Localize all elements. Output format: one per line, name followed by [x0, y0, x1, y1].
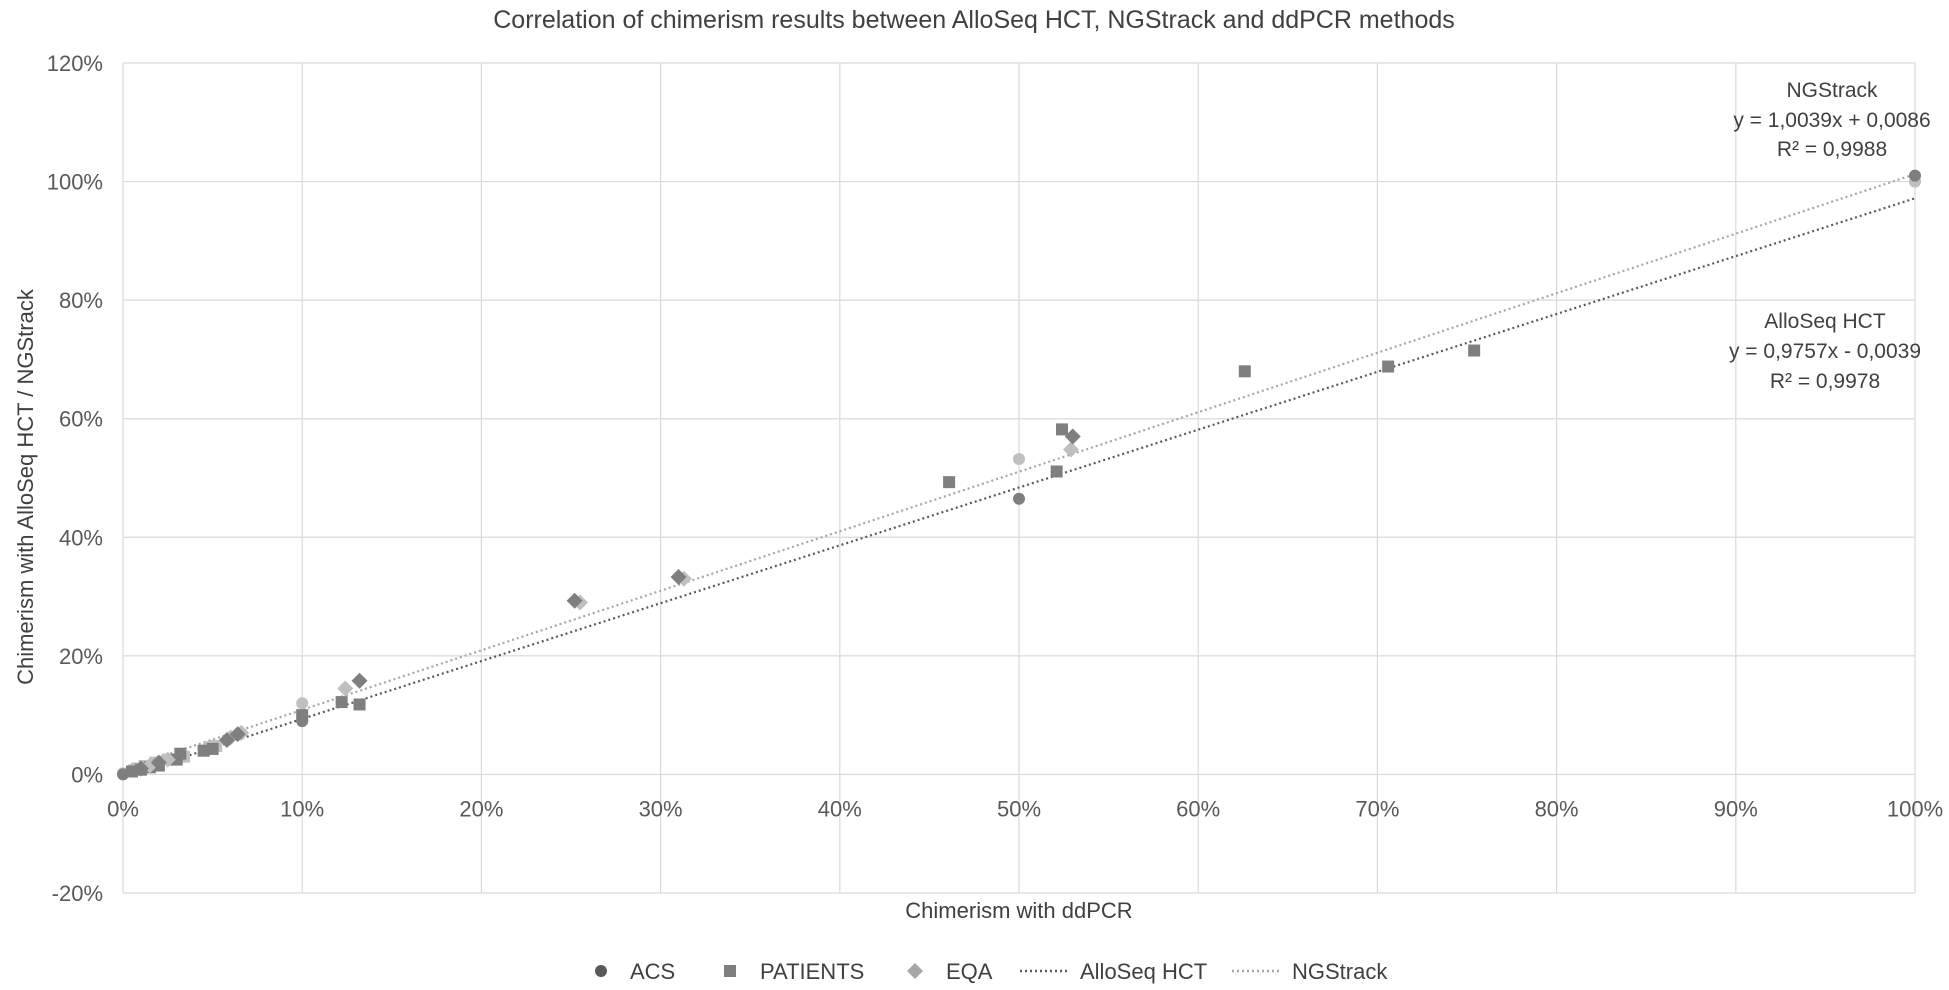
legend-item-ngstrack[interactable]: NGStrack [1232, 959, 1388, 984]
eqa-alloseq-point [132, 760, 149, 777]
y-tick-label: 80% [59, 288, 103, 313]
x-tick-label: 20% [459, 796, 503, 821]
legend-item-acs[interactable]: ACS [595, 959, 675, 984]
ngstrack-trendline-name: NGStrack [1786, 79, 1878, 102]
x-tick-label: 30% [639, 796, 683, 821]
trendlines [122, 173, 1916, 778]
acs-alloseq-point [1013, 492, 1025, 505]
x-tick-label: 70% [1355, 796, 1399, 821]
alloseq-trendline-equation: y = 0,9757x - 0,0039 [1729, 340, 1921, 363]
alloseq-trendline-annotation: AlloSeq HCT y = 0,9757x - 0,0039 R² = 0,… [1729, 310, 1921, 393]
patients-alloseq-point [1238, 365, 1251, 378]
legend-acs-circle-marker [595, 965, 607, 977]
x-tick-label: 40% [818, 796, 862, 821]
acs-ngstrack-point [1013, 453, 1025, 466]
x-axis-tick-labels: 0% 10% 20% 30% 40% 50% 60% 70% 80% 90% 100% [107, 796, 1943, 821]
x-tick-label: 80% [1535, 796, 1579, 821]
chart-title: Correlation of chimerism results between… [493, 6, 1455, 34]
acs-ngstrack-point [296, 697, 309, 710]
y-tick-label: 0% [71, 762, 103, 787]
eqa-alloseq-point [566, 592, 583, 609]
eqa-alloseq-point [1064, 428, 1081, 445]
eqa-alloseq-point [218, 732, 235, 749]
y-tick-label: 100% [47, 170, 103, 195]
y-tick-label: 20% [59, 644, 103, 669]
patients-alloseq-point [943, 476, 956, 489]
alloseq-trendline-r2: R² = 0,9978 [1770, 370, 1880, 393]
patients-alloseq-point [206, 742, 219, 755]
legend-ngstrack-label: NGStrack [1292, 959, 1388, 984]
patients-alloseq-point [1468, 344, 1481, 357]
legend-acs-label: ACS [630, 959, 675, 984]
y-tick-label: -20% [52, 881, 103, 906]
x-tick-label: 90% [1714, 796, 1758, 821]
x-axis-title: Chimerism with ddPCR [905, 898, 1132, 923]
x-tick-label: 10% [280, 796, 324, 821]
legend-eqa-label: EQA [946, 959, 993, 984]
vertical-gridlines [122, 63, 1916, 893]
x-tick-label: 0% [107, 796, 139, 821]
patients-alloseq-point [1382, 360, 1395, 373]
ngstrack-trendline-r2: R² = 0,9988 [1777, 138, 1887, 161]
patients-alloseq-point [1056, 423, 1069, 436]
ngstrack-trendline-equation: y = 1,0039x + 0,0086 [1733, 109, 1930, 132]
legend-item-eqa[interactable]: EQA [907, 959, 993, 984]
eqa-alloseq-point [670, 569, 687, 586]
eqa-ngstrack-point [1062, 441, 1079, 458]
patients-alloseq-point [296, 709, 309, 722]
legend-item-alloseq-hct[interactable]: AlloSeq HCT [1020, 959, 1207, 984]
patients-alloseq-point [1050, 465, 1063, 478]
alloseq-hct-trendline [122, 197, 1916, 778]
horizontal-gridlines [123, 62, 1915, 894]
x-tick-label: 60% [1176, 796, 1220, 821]
patients-alloseq-point [353, 698, 366, 711]
x-tick-label: 100% [1887, 796, 1943, 821]
patients-alloseq-point [335, 696, 348, 709]
legend: ACS PATIENTS EQA AlloSeq HCT NGStrack [595, 959, 1388, 984]
legend-eqa-diamond-marker [907, 963, 923, 979]
legend-item-patients[interactable]: PATIENTS [724, 959, 864, 984]
legend-patients-square-marker [724, 965, 736, 977]
eqa-alloseq-point [351, 672, 368, 689]
patients-alloseq-point [125, 765, 138, 778]
legend-patients-label: PATIENTS [760, 959, 864, 984]
y-tick-label: 60% [59, 407, 103, 432]
y-tick-label: 40% [59, 525, 103, 550]
eqa-alloseq-point [150, 754, 167, 771]
y-tick-label: 120% [47, 51, 103, 76]
x-tick-label: 50% [997, 796, 1041, 821]
legend-alloseq-label: AlloSeq HCT [1080, 959, 1207, 984]
acs-alloseq-point [1909, 169, 1921, 182]
data-points [117, 169, 1921, 781]
y-axis-title: Chimerism with AlloSeq HCT / NGStrack [13, 288, 38, 685]
eqa-ngstrack-point [337, 680, 354, 697]
alloseq-trendline-name: AlloSeq HCT [1764, 310, 1886, 333]
ngstrack-trendline-annotation: NGStrack y = 1,0039x + 0,0086 R² = 0,998… [1733, 79, 1930, 161]
y-axis-tick-labels: -20% 0% 20% 40% 60% 80% 100% 120% [47, 51, 103, 906]
patients-alloseq-point [174, 747, 187, 760]
eqa-alloseq-point [229, 726, 246, 743]
